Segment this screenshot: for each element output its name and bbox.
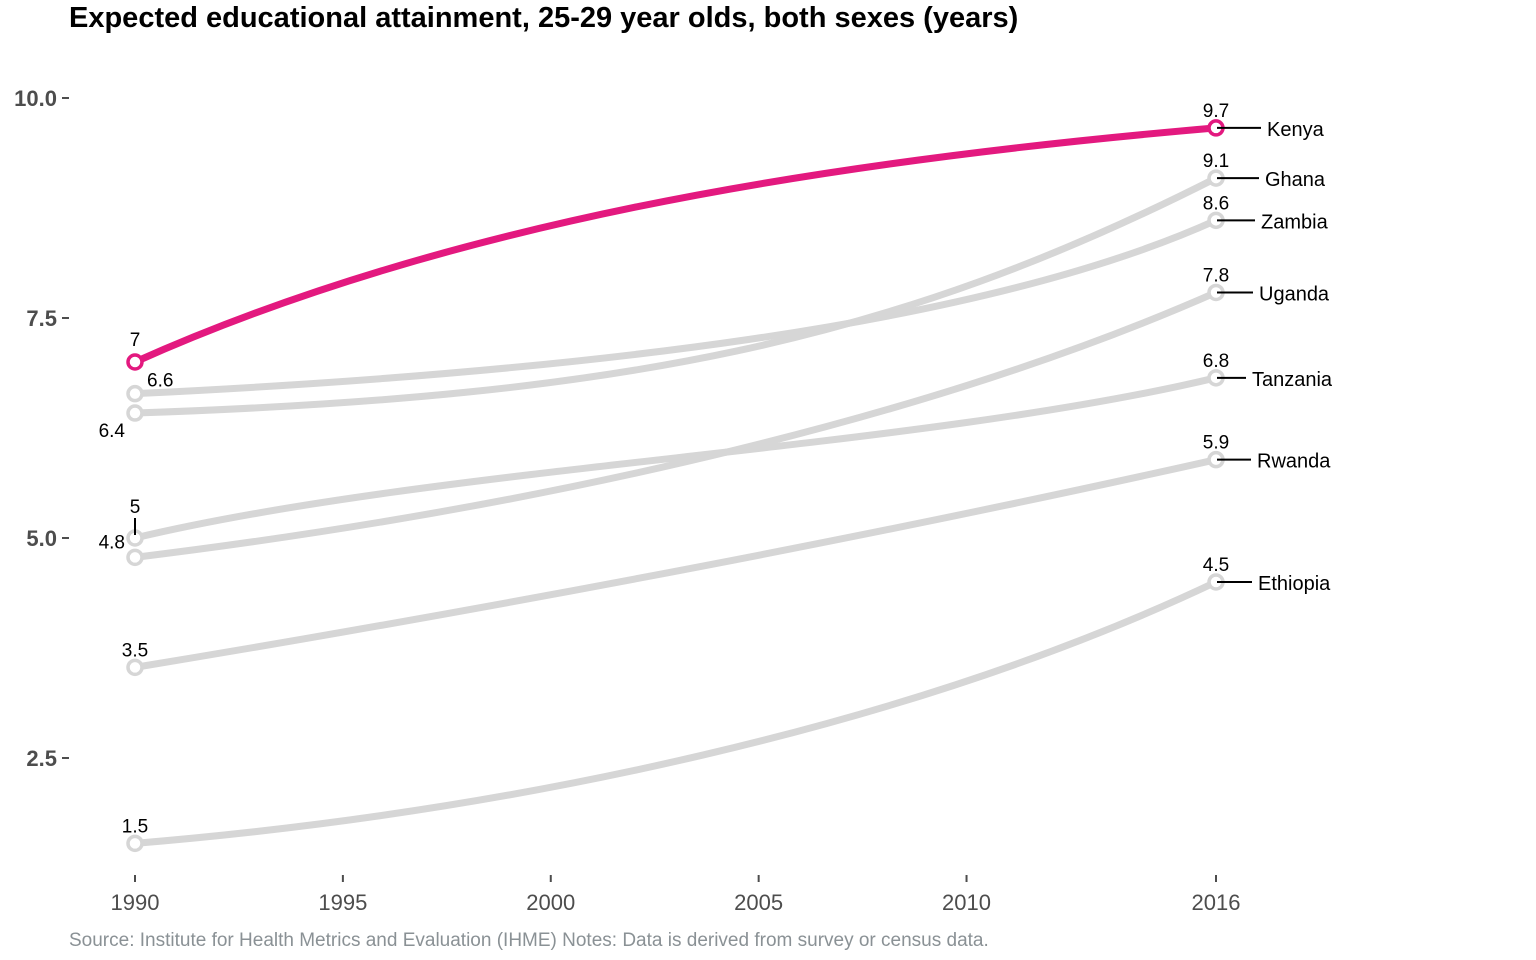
x-tick-label: 2010 [942, 890, 991, 915]
highlight-series-lines [126, 119, 1225, 371]
start-value-kenya: 7 [130, 330, 141, 351]
y-tick-label: 10.0 [14, 86, 57, 111]
series-line-ghana [131, 174, 1220, 417]
point-rwanda-start [126, 658, 144, 677]
end-value-uganda: 7.8 [1203, 265, 1229, 286]
end-value-kenya: 9.7 [1203, 101, 1229, 122]
y-axis: 2.5 5.0 7.5 10.0 [14, 86, 69, 771]
x-tick-label: 2016 [1192, 890, 1241, 915]
chart-source-note: Source: Institute for Health Metrics and… [69, 930, 989, 951]
start-value-ethiopia: 1.5 [122, 816, 148, 837]
muted-series-lines [126, 169, 1225, 853]
end-value-tanzania: 6.8 [1203, 351, 1229, 372]
country-label-tanzania: Tanzania [1252, 369, 1333, 391]
series-labels: 6.4 9.1 Ghana 6.6 8.6 Zambia 4.8 7.8 Uganda 5 6.8 T… [99, 101, 1333, 837]
y-tick-label: 7.5 [26, 306, 57, 331]
end-value-rwanda: 5.9 [1203, 433, 1229, 454]
point-ethiopia-start [126, 834, 144, 853]
end-value-ethiopia: 4.5 [1203, 555, 1229, 576]
end-value-zambia: 8.6 [1203, 193, 1229, 214]
series-line-ethiopia [131, 578, 1220, 847]
series-line-uganda [131, 288, 1220, 561]
chart-title: Expected educational attainment, 25-29 y… [69, 2, 1019, 34]
start-value-rwanda: 3.5 [122, 640, 148, 661]
x-axis: 1990 1995 2000 2005 2010 2016 [111, 875, 1241, 915]
series-line-zambia [131, 216, 1220, 398]
start-value-zambia: 6.6 [147, 371, 173, 392]
x-tick-label: 1995 [318, 890, 367, 915]
point-kenya-start [126, 353, 144, 371]
start-value-tanzania: 5 [130, 497, 141, 518]
point-uganda-start [126, 548, 144, 567]
end-value-ghana: 9.1 [1203, 151, 1229, 172]
country-label-kenya: Kenya [1267, 119, 1325, 141]
series-line-kenya [131, 124, 1220, 366]
country-label-rwanda: Rwanda [1257, 451, 1331, 473]
start-value-uganda: 4.8 [99, 532, 125, 553]
x-tick-label: 2005 [734, 890, 783, 915]
y-tick-label: 5.0 [26, 526, 57, 551]
country-label-zambia: Zambia [1261, 211, 1329, 233]
country-label-ghana: Ghana [1265, 169, 1326, 191]
y-tick-label: 2.5 [26, 746, 57, 771]
series-line-rwanda [131, 456, 1220, 671]
x-tick-label: 2000 [526, 890, 575, 915]
country-label-uganda: Uganda [1259, 283, 1330, 305]
series-line-tanzania [131, 374, 1220, 542]
country-label-ethiopia: Ethiopia [1258, 573, 1331, 595]
start-value-ghana: 6.4 [99, 421, 126, 442]
x-tick-label: 1990 [111, 890, 160, 915]
point-ghana-start [126, 404, 144, 422]
point-zambia-start [126, 384, 144, 403]
